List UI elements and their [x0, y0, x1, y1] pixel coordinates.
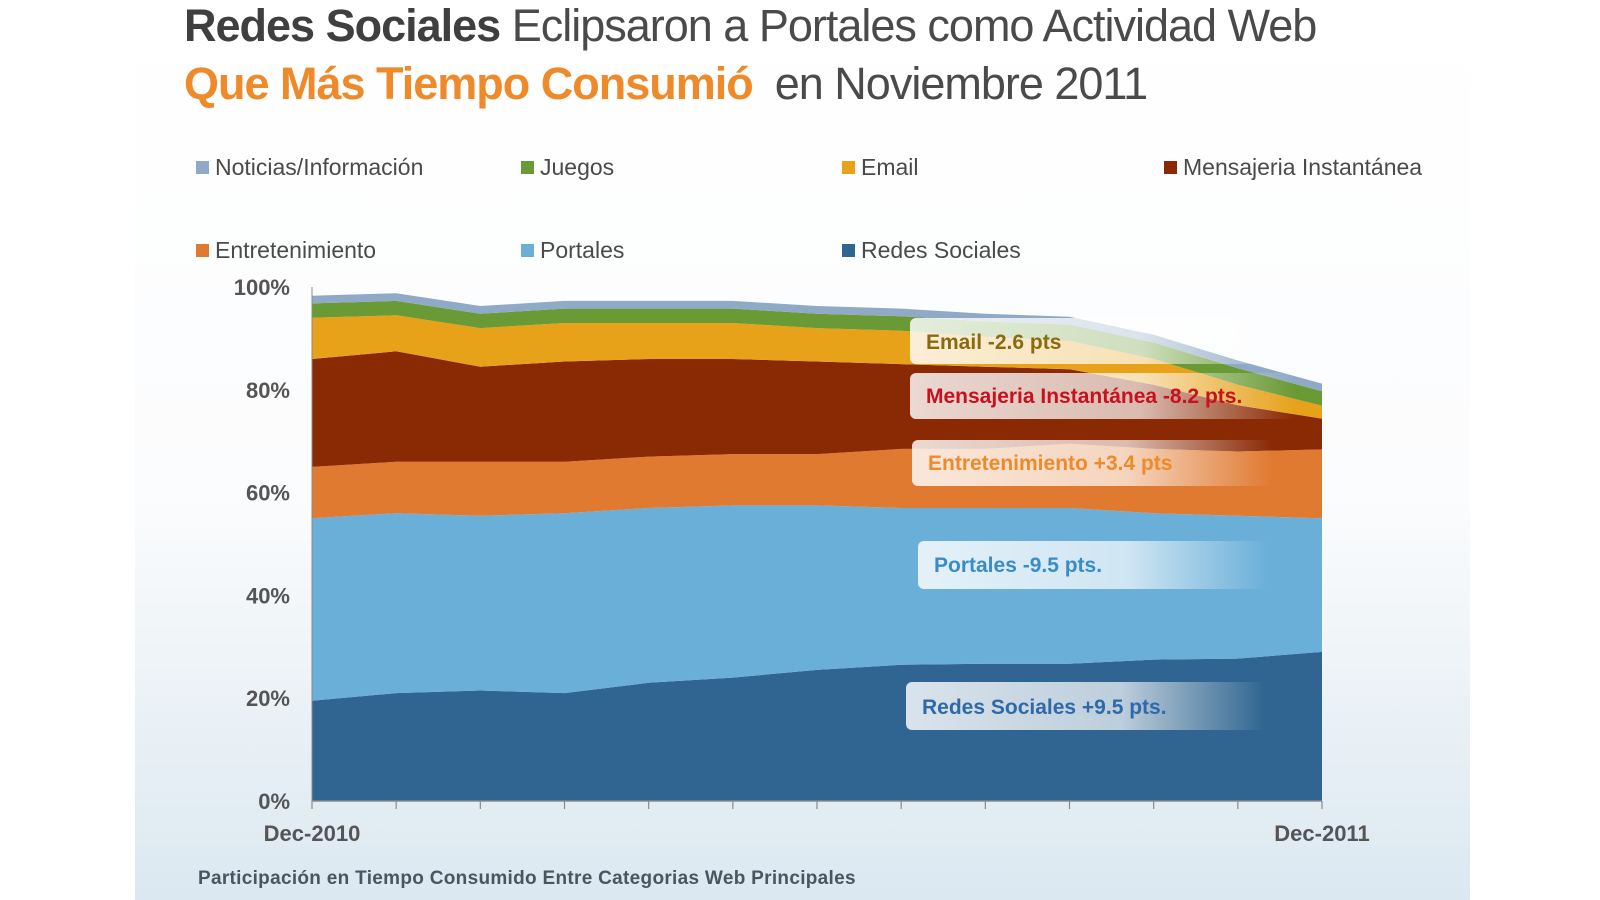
- legend-item-email: Email: [842, 154, 919, 181]
- title-bold: Redes Sociales: [184, 0, 501, 51]
- title-orange: Que Más Tiempo Consumió: [184, 58, 754, 109]
- annotation-portales: Portales -9.5 pts.: [918, 541, 1268, 589]
- legend-label: Email: [861, 154, 919, 180]
- legend-swatch: [1164, 161, 1177, 174]
- y-tick-label: 80%: [246, 378, 290, 403]
- y-tick-label: 40%: [246, 583, 290, 608]
- legend-item-mensajeria: Mensajeria Instantánea: [1164, 154, 1422, 181]
- legend-label: Entretenimiento: [215, 237, 377, 263]
- x-label-end: Dec-2011: [1274, 821, 1369, 846]
- annotation-email: Email -2.6 pts: [910, 318, 1295, 364]
- legend-swatch: [521, 244, 534, 257]
- legend-swatch: [196, 244, 209, 257]
- legend-item-juegos: Juegos: [521, 154, 614, 181]
- annotation-box: [918, 541, 1268, 589]
- title-date: en Noviembre 2011: [774, 58, 1148, 109]
- annotation-box: [910, 373, 1295, 419]
- x-label-start: Dec-2010: [264, 821, 361, 846]
- annotation-entretenimiento-text: Entretenimiento +3.4 pts: [928, 452, 1172, 475]
- y-tick-label: 0%: [258, 789, 290, 814]
- legend-item-entretenimiento: Entretenimiento: [196, 237, 376, 264]
- y-tick-label: 60%: [246, 481, 290, 506]
- annotation-redes-sociales: Redes Sociales +9.5 pts.: [906, 682, 1266, 730]
- annotation-box: [906, 682, 1266, 730]
- legend-swatch: [521, 161, 534, 174]
- title-line-2: Que Más Tiempo Consumió en Noviembre 2011: [184, 58, 1148, 110]
- annotation-mensajeria-text: Mensajeria Instantánea -8.2 pts.: [926, 385, 1242, 408]
- title-line-1: Redes Sociales Eclipsaron a Portales com…: [184, 0, 1318, 52]
- legend-swatch: [196, 161, 209, 174]
- legend-item-noticias: Noticias/Información: [196, 154, 423, 181]
- axes-layer: 0% 20% 40% 60% 80% 100% Dec-2010 Dec-2011: [234, 275, 1370, 846]
- annotation-portales-text: Portales -9.5 pts.: [934, 554, 1102, 577]
- legend-label: Juegos: [540, 154, 615, 180]
- annotation-email-text: Email -2.6 pts: [926, 331, 1061, 354]
- legend-label: Portales: [540, 237, 625, 263]
- annotation-redes-sociales-text: Redes Sociales +9.5 pts.: [922, 696, 1167, 719]
- y-tick-label: 100%: [234, 275, 290, 300]
- annotation-mensajeria: Mensajeria Instantánea -8.2 pts.: [910, 373, 1295, 419]
- annotation-entretenimiento: Entretenimiento +3.4 pts: [912, 440, 1272, 486]
- legend-item-redes-sociales: Redes Sociales: [842, 237, 1021, 264]
- legend-label: Mensajeria Instantánea: [1183, 154, 1423, 180]
- annotations-layer: Email -2.6 pts Mensajeria Instantánea -8…: [906, 318, 1295, 730]
- title-rest: Eclipsaron a Portales como Actividad Web: [511, 0, 1318, 51]
- chart-footnote: Participación en Tiempo Consumido Entre …: [198, 868, 856, 889]
- legend-item-portales: Portales: [521, 237, 624, 264]
- legend-swatch: [842, 161, 855, 174]
- area-noticias-informaci-n: [312, 293, 1322, 392]
- legend-swatch: [842, 244, 855, 257]
- legend-label: Noticias/Información: [215, 154, 424, 180]
- annotation-box: [910, 318, 1295, 364]
- y-tick-label: 20%: [246, 686, 290, 711]
- legend-label: Redes Sociales: [861, 237, 1021, 263]
- annotation-box: [912, 440, 1272, 486]
